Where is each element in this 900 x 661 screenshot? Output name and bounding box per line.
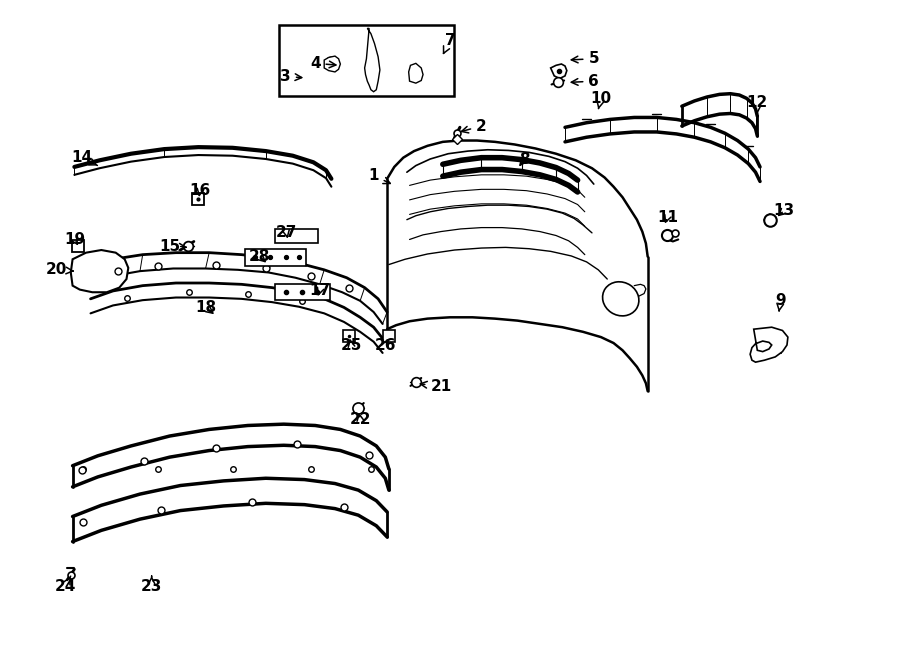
Text: 9: 9 [776, 293, 786, 311]
Text: 26: 26 [374, 338, 396, 352]
Ellipse shape [603, 282, 639, 316]
Bar [274, 229, 318, 243]
Text: 8: 8 [519, 151, 530, 167]
Text: 27: 27 [275, 225, 297, 241]
Polygon shape [364, 28, 380, 92]
Polygon shape [750, 327, 788, 362]
Text: 12: 12 [747, 95, 768, 113]
Text: 23: 23 [141, 576, 162, 594]
Text: 1: 1 [368, 168, 391, 184]
Bar [245, 249, 306, 266]
Text: 14: 14 [71, 150, 97, 165]
Text: 17: 17 [309, 284, 330, 298]
Text: 19: 19 [64, 232, 85, 247]
Bar [274, 284, 330, 300]
Text: 28: 28 [248, 249, 270, 264]
Polygon shape [324, 56, 340, 72]
Text: 16: 16 [190, 183, 211, 198]
Text: 13: 13 [774, 203, 795, 218]
Text: 25: 25 [340, 338, 362, 352]
Text: 3: 3 [280, 69, 302, 84]
Text: 2: 2 [462, 118, 487, 134]
Polygon shape [409, 63, 423, 83]
Text: 18: 18 [195, 300, 216, 315]
Text: 20: 20 [46, 262, 73, 278]
Text: 10: 10 [590, 91, 611, 108]
Polygon shape [551, 64, 567, 79]
Text: 11: 11 [657, 210, 678, 225]
Text: 24: 24 [55, 576, 76, 594]
Text: 6: 6 [572, 73, 599, 89]
Text: 5: 5 [572, 52, 599, 66]
Polygon shape [71, 250, 129, 292]
Bar [279, 25, 454, 97]
Text: 15: 15 [159, 239, 186, 254]
Text: 4: 4 [310, 56, 336, 71]
Text: 21: 21 [420, 379, 452, 394]
Text: 7: 7 [444, 33, 455, 54]
Text: 22: 22 [349, 412, 371, 427]
